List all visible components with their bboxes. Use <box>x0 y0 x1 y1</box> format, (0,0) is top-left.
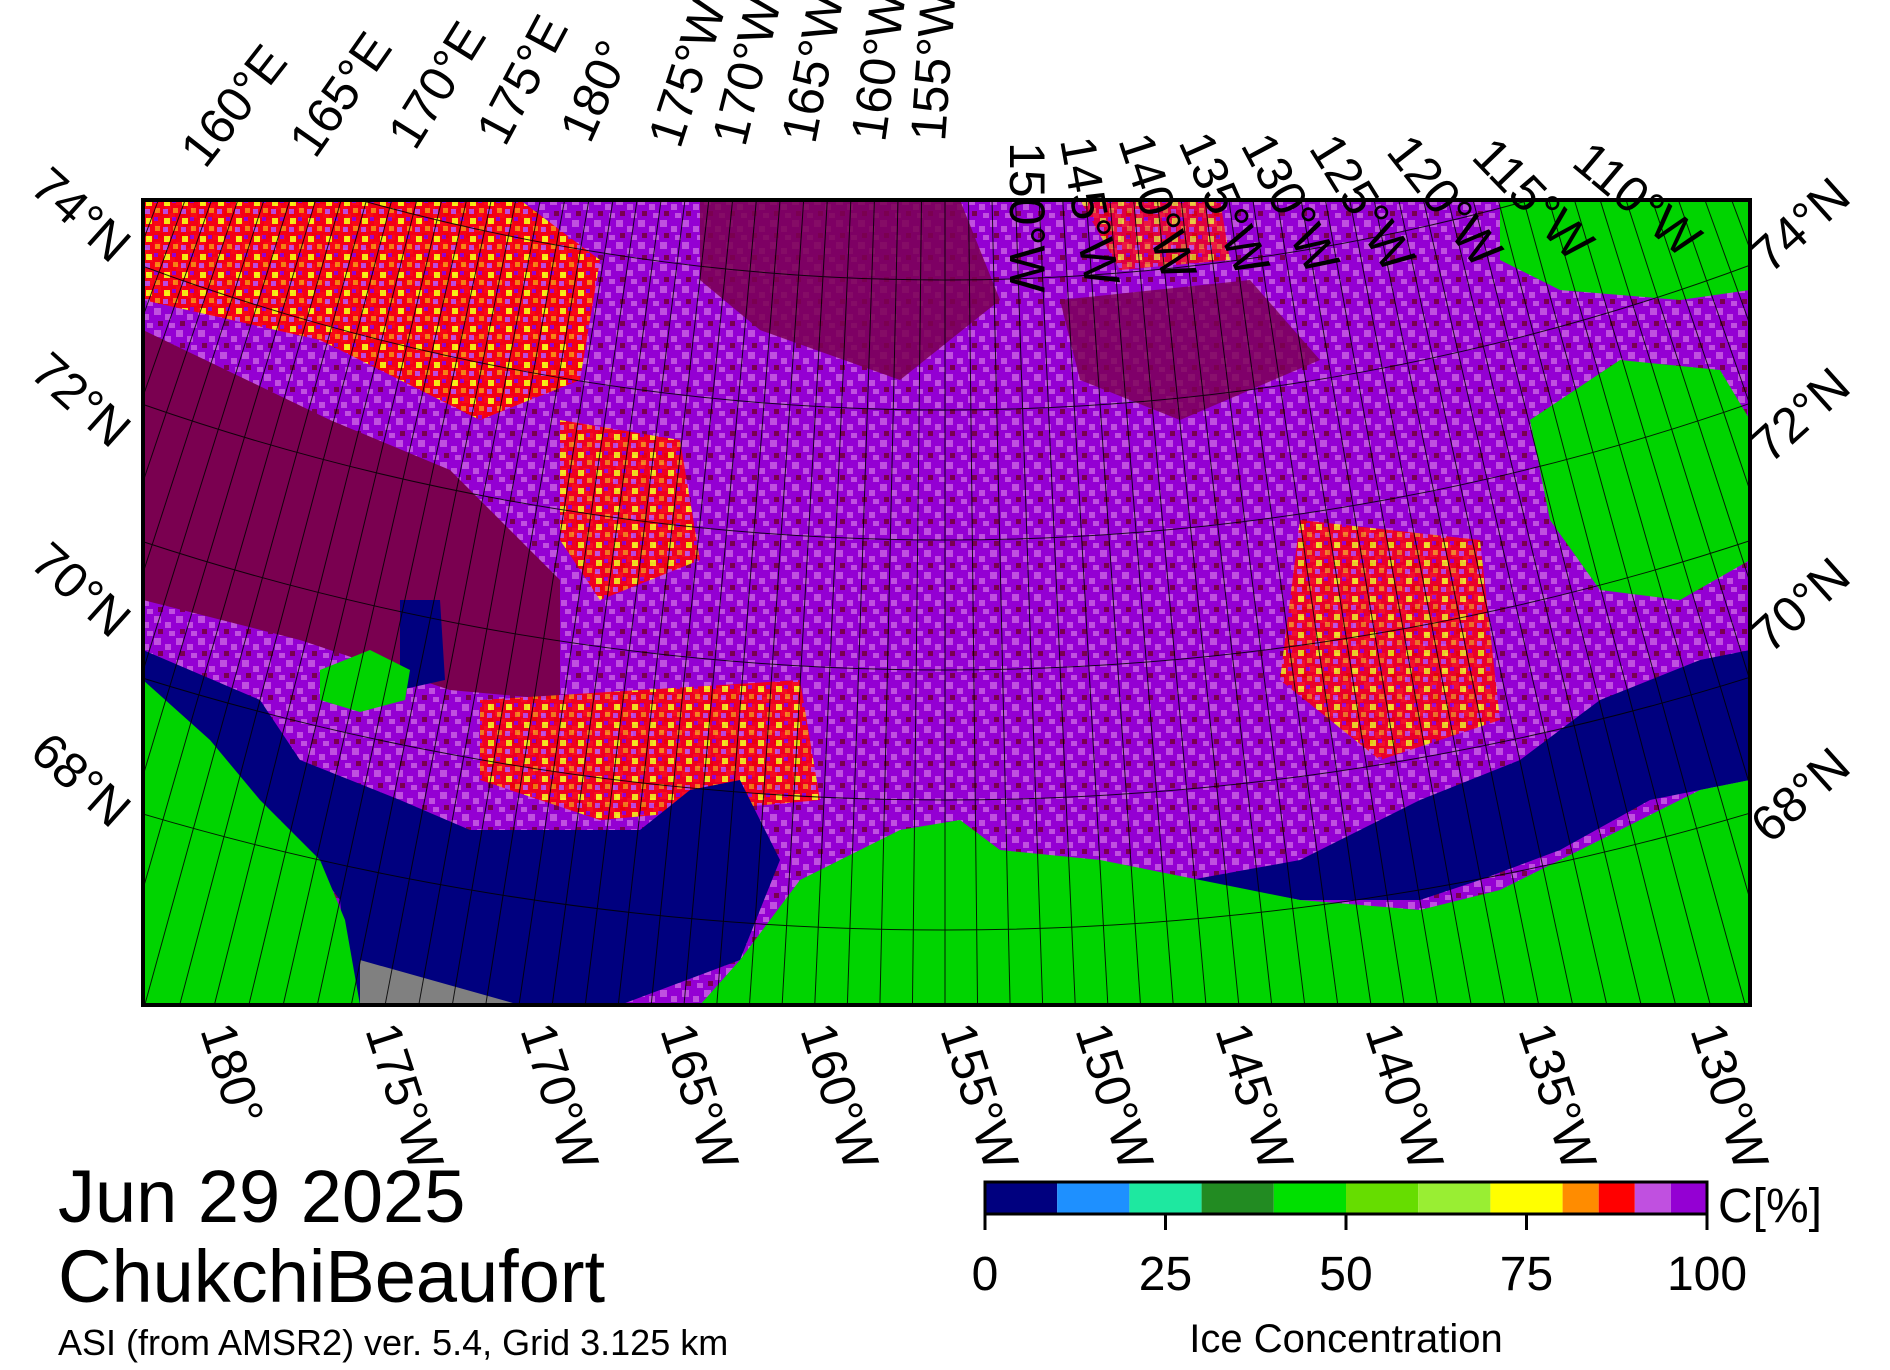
right-latitude-label: 74°N <box>1740 167 1860 283</box>
no-data-area <box>360 960 520 1005</box>
right-latitude-label: 68°N <box>1740 737 1860 853</box>
bottom-longitude-label: 180° <box>190 1016 275 1132</box>
colorbar-swatch <box>1273 1182 1346 1214</box>
right-latitude-label: 72°N <box>1740 357 1860 473</box>
colorbar-swatch <box>1598 1182 1635 1214</box>
colorbar-swatch <box>1418 1182 1491 1214</box>
left-latitude-labels: 74°N 72°N 70°N 68°N <box>21 157 141 838</box>
product-label: ASI (from AMSR2) ver. 5.4, Grid 3.125 km <box>58 1322 729 1363</box>
left-latitude-label: 72°N <box>21 342 141 458</box>
colorbar-title: Ice Concentration <box>1189 1317 1503 1361</box>
colorbar-tick-label: 100 <box>1667 1248 1747 1301</box>
top-longitude-label: 155°W <box>900 0 966 143</box>
left-latitude-label: 70°N <box>21 532 141 648</box>
colorbar-swatch <box>1346 1182 1419 1214</box>
right-latitude-labels: 74°N 72°N 70°N 68°N <box>1740 167 1860 853</box>
bottom-longitude-label: 130°W <box>1680 1016 1780 1177</box>
warm-patch-north <box>1080 200 1230 270</box>
colorbar-swatch <box>1490 1182 1563 1214</box>
colorbar-swatch <box>1201 1182 1274 1214</box>
colorbar-swatch <box>1670 1182 1707 1214</box>
bottom-longitude-label: 155°W <box>930 1016 1030 1177</box>
bottom-longitude-label: 140°W <box>1355 1016 1455 1177</box>
land-siberia <box>143 680 360 1005</box>
colorbar: 0 25 50 75 100 C[%] Ice Concentration <box>972 1180 1822 1361</box>
top-longitude-label: 170°E <box>377 12 497 158</box>
map-area <box>143 200 1750 1005</box>
region-label: ChukchiBeaufort <box>58 1235 606 1318</box>
colorbar-swatch <box>1057 1182 1130 1214</box>
colorbar-ticks: 0 25 50 75 100 <box>972 1214 1747 1301</box>
bottom-longitude-label: 170°W <box>510 1016 610 1177</box>
warm-patch-east <box>1280 520 1500 760</box>
bottom-longitude-label: 175°W <box>355 1016 455 1177</box>
land-banks-island <box>1530 360 1750 600</box>
warm-patch-west <box>143 200 600 420</box>
left-latitude-label: 68°N <box>21 722 141 838</box>
graticule <box>143 200 1750 1005</box>
right-latitude-label: 70°N <box>1740 547 1860 663</box>
top-longitude-label: 165°E <box>278 22 402 166</box>
land-wrangel-island <box>320 650 410 712</box>
colorbar-swatch <box>1562 1182 1599 1214</box>
colorbar-unit: C[%] <box>1718 1180 1822 1233</box>
date-label: Jun 29 2025 <box>58 1155 466 1238</box>
bottom-longitude-label: 135°W <box>1508 1016 1608 1177</box>
colorbar-tick-label: 50 <box>1319 1248 1372 1301</box>
bottom-longitude-label: 160°W <box>790 1016 890 1177</box>
dark-ice-north <box>700 200 1000 380</box>
bottom-longitude-label: 165°W <box>650 1016 750 1177</box>
colorbar-swatch <box>1129 1182 1202 1214</box>
colorbar-swatch <box>985 1182 1058 1214</box>
warm-patch-mid <box>560 420 700 600</box>
dark-ice-band <box>143 330 560 700</box>
bottom-longitude-label: 150°W <box>1065 1016 1165 1177</box>
top-longitude-label: 160°E <box>170 35 298 177</box>
open-water-chukchi <box>143 650 780 1005</box>
top-longitude-label: 150°W <box>999 142 1055 293</box>
colorbar-tick-label: 0 <box>972 1248 999 1301</box>
open-water-beaufort <box>1190 650 1750 900</box>
colorbar-tick-label: 25 <box>1139 1248 1192 1301</box>
colorbar-swatches <box>985 1182 1707 1214</box>
open-water-wrangel <box>400 600 445 690</box>
colorbar-swatch <box>1634 1182 1671 1214</box>
bottom-longitude-labels: 180° 175°W 170°W 165°W 160°W 155°W 150°W 145°W 1… <box>190 1016 1780 1177</box>
left-latitude-label: 74°N <box>21 157 141 273</box>
land-alaska <box>700 780 1750 1005</box>
colorbar-tick-label: 75 <box>1500 1248 1553 1301</box>
bottom-longitude-label: 145°W <box>1205 1016 1305 1177</box>
map-frame <box>141 198 1752 1007</box>
